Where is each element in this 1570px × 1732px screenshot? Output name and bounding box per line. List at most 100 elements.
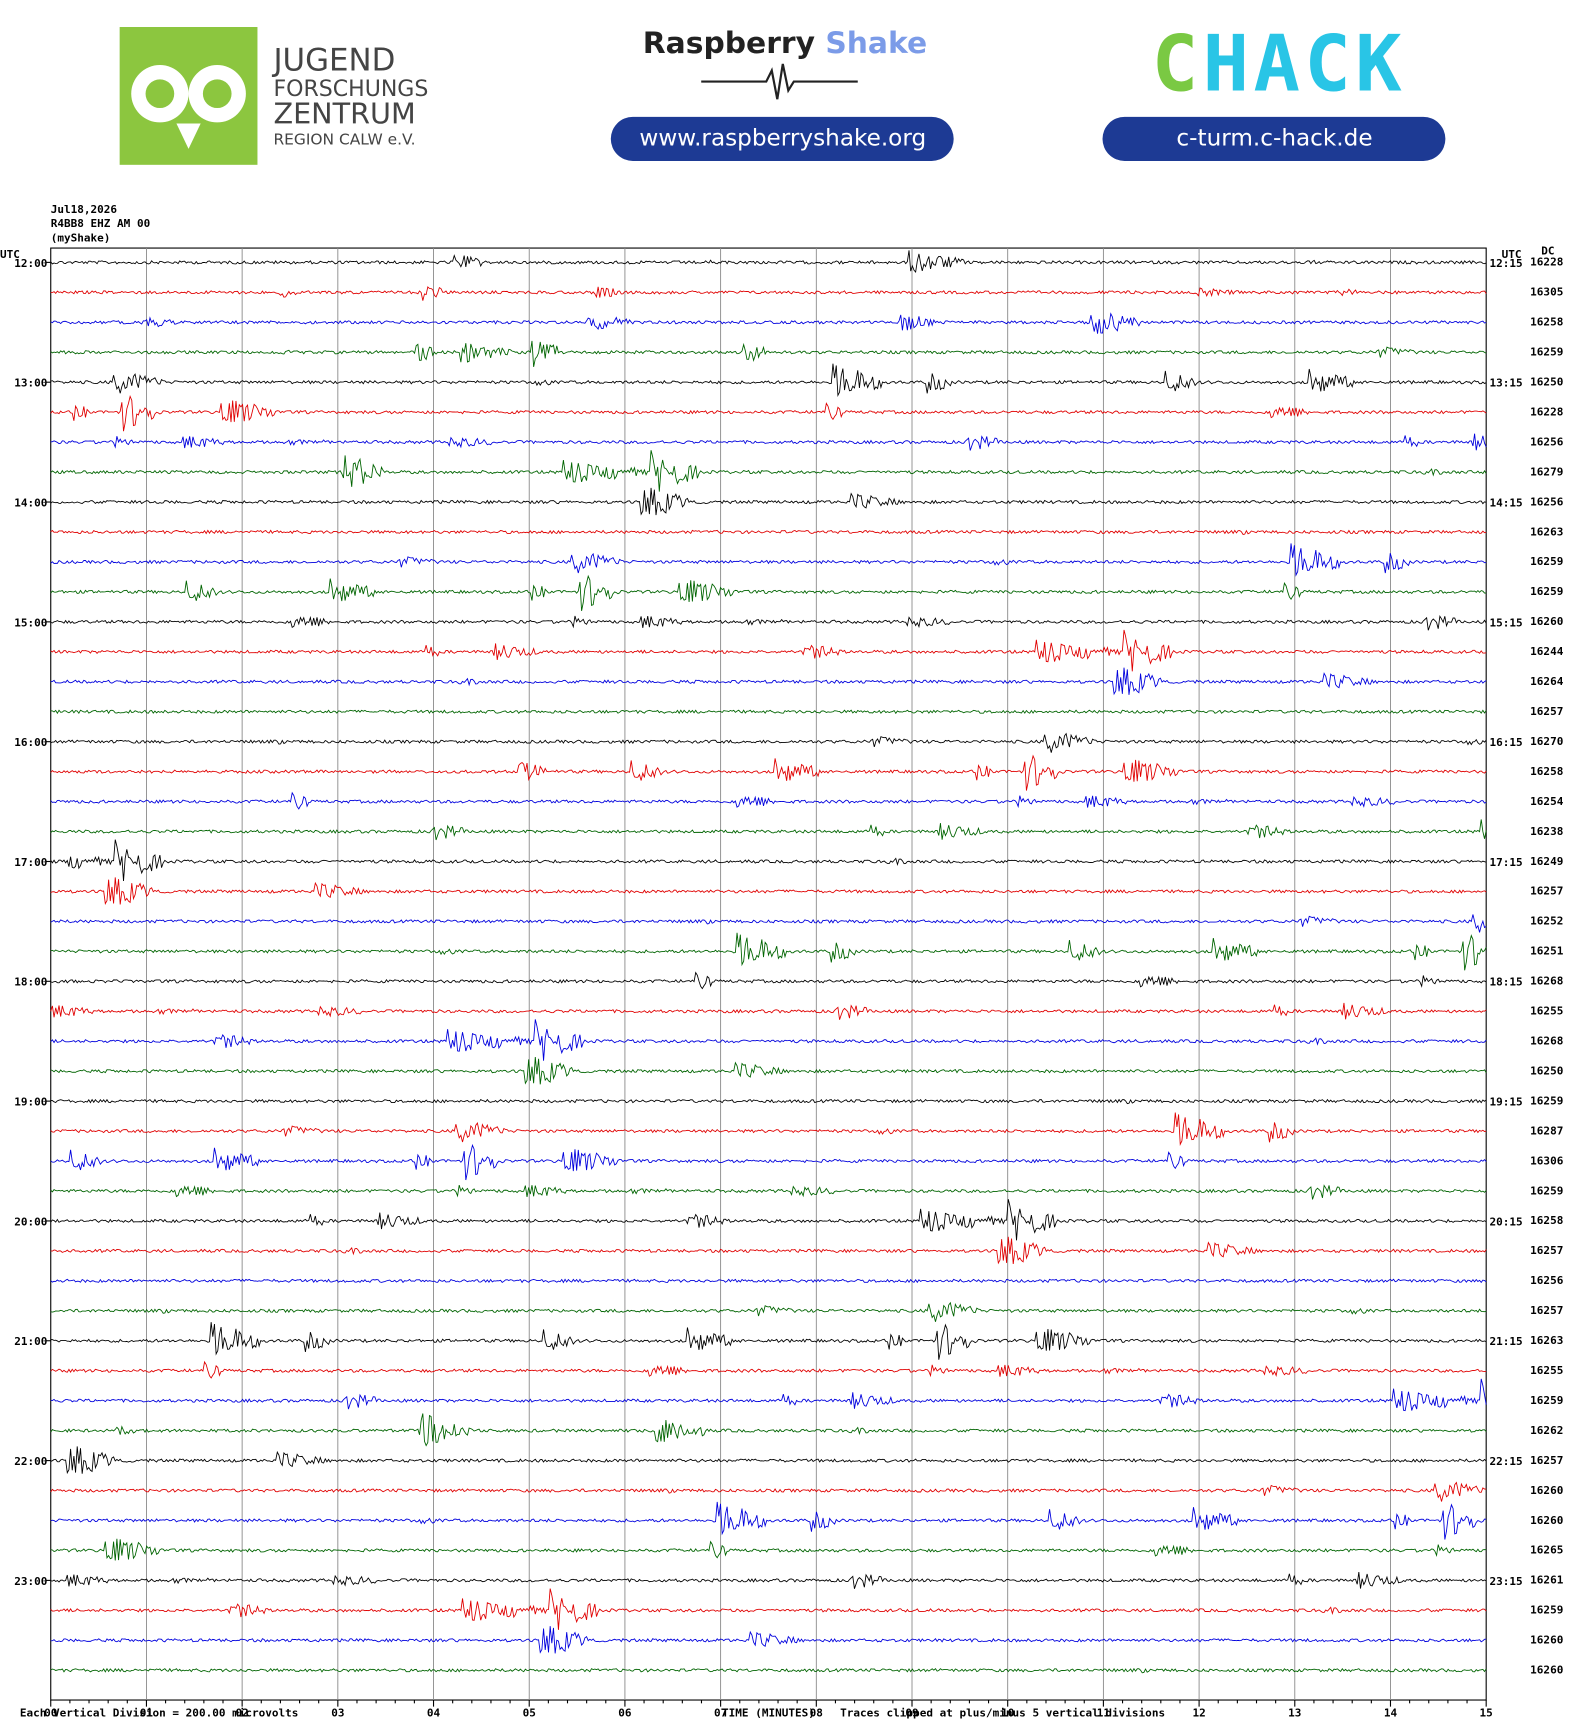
jfz-logo: JUGEND FORSCHUNGS ZENTRUM REGION CALW e.… [119, 27, 428, 165]
dc-value: 16270 [1530, 735, 1563, 748]
dc-value: 16249 [1530, 855, 1563, 868]
left-hour-label: 16:00 [14, 736, 47, 749]
seismic-trace [50, 1481, 1487, 1502]
dc-value: 16258 [1530, 765, 1563, 778]
x-tick-label: 06 [618, 1707, 632, 1720]
dc-value: 16265 [1530, 1544, 1563, 1557]
dc-value: 16259 [1530, 1184, 1563, 1197]
dc-value: 16250 [1530, 1064, 1563, 1077]
right-hour-label: 20:15 [1489, 1215, 1522, 1228]
logo-text: REGION CALW e.V. [273, 130, 415, 148]
logo-text: JUGEND [271, 43, 395, 79]
right-hour-label: 17:15 [1489, 856, 1522, 869]
seismic-trace [50, 914, 1487, 933]
x-axis-label: TIME (MINUTES) [722, 1707, 815, 1720]
x-tick-label: 12 [1192, 1707, 1205, 1720]
seismic-trace [50, 1236, 1487, 1265]
right-hour-label: 23:15 [1489, 1575, 1522, 1588]
dc-value: 16260 [1530, 1514, 1563, 1527]
chack-hack: HACK [1203, 19, 1406, 109]
logo-text: ZENTRUM [273, 96, 415, 130]
right-hour-label: 12:15 [1489, 257, 1522, 270]
dc-value: 16244 [1530, 645, 1564, 658]
right-hour-label: 13:15 [1489, 377, 1522, 390]
dc-value: 16255 [1530, 1005, 1563, 1018]
left-hour-label: 12:00 [14, 257, 47, 270]
dc-value: 16305 [1530, 286, 1563, 299]
dc-value: 16252 [1530, 915, 1563, 928]
dc-value: 16260 [1530, 615, 1563, 628]
x-tick-label: 13 [1288, 1707, 1301, 1720]
x-tick-label: 00 [44, 1707, 57, 1720]
seismic-trace [50, 487, 1487, 516]
dc-value: 16257 [1530, 705, 1563, 718]
station-line: Jul18,2026 [51, 203, 118, 216]
seismic-trace [50, 1446, 1487, 1475]
dc-value: 16263 [1530, 525, 1563, 538]
station-line: (myShake) [51, 231, 111, 244]
right-hour-label: 14:15 [1489, 496, 1522, 509]
dc-value: 16264 [1530, 675, 1564, 688]
seismic-trace [50, 1667, 1487, 1674]
dc-value: 16260 [1530, 1664, 1563, 1677]
left-hour-label: 20:00 [14, 1215, 47, 1228]
dc-value: 16258 [1530, 316, 1563, 329]
seismic-trace [50, 340, 1487, 367]
seismic-trace [50, 1098, 1487, 1105]
seismic-trace [50, 629, 1487, 672]
seismic-trace [50, 932, 1487, 971]
logo-text: FORSCHUNGS [273, 77, 428, 102]
rs-logo: Raspberry Shake www.raspberryshake.org [610, 26, 954, 161]
dc-value: 16257 [1530, 1304, 1563, 1317]
dc-label: DC [1541, 245, 1554, 258]
x-tick-label: 04 [427, 1707, 441, 1720]
seismic-trace [50, 363, 1487, 398]
seismic-trace [50, 433, 1487, 451]
seismic-trace [50, 395, 1487, 432]
seismic-trace [50, 1378, 1487, 1412]
seismic-trace [50, 1002, 1487, 1020]
dc-value: 16261 [1530, 1574, 1564, 1587]
seismic-trace [50, 667, 1487, 696]
dc-value: 16255 [1530, 1364, 1563, 1377]
chack-c: C [1152, 19, 1203, 109]
chack-url: c-turm.c-hack.de [1176, 126, 1372, 152]
chack-title: CHACK [1152, 19, 1406, 109]
seismic-trace [50, 877, 1487, 905]
rs-title-a: Raspberry [643, 26, 815, 61]
left-hour-label: 15:00 [14, 616, 47, 629]
seismic-trace [50, 250, 1487, 273]
left-hour-label: 14:00 [14, 496, 47, 509]
x-tick-label: 09 [905, 1707, 918, 1720]
seismic-trace [50, 286, 1487, 301]
seismic-trace [50, 1538, 1487, 1561]
left-hour-label: 17:00 [14, 856, 47, 869]
left-hour-label: 19:00 [14, 1096, 47, 1109]
seismic-trace [50, 1360, 1487, 1379]
dc-value: 16263 [1530, 1334, 1563, 1347]
seismic-trace [50, 450, 1487, 492]
dc-value: 16268 [1530, 975, 1563, 988]
seismic-trace [50, 709, 1487, 715]
x-tick-label: 01 [140, 1707, 154, 1720]
seismic-trace [50, 791, 1487, 810]
dc-value: 16258 [1530, 1214, 1563, 1227]
right-hour-label: 15:15 [1489, 616, 1522, 629]
rs-title: Raspberry Shake [643, 26, 927, 61]
dc-value: 16256 [1530, 495, 1564, 508]
x-tick-label: 15 [1480, 1707, 1493, 1720]
dc-value: 16259 [1530, 1394, 1563, 1407]
left-hour-label: 13:00 [14, 377, 47, 390]
dc-value: 16259 [1530, 1604, 1563, 1617]
right-unit: UTC [1502, 248, 1522, 261]
left-hour-label: 21:00 [14, 1335, 47, 1348]
footer-clip: Traces clipped at plus/minus 5 vertical … [840, 1707, 1165, 1720]
dc-value: 16260 [1530, 1484, 1563, 1497]
seismic-trace [50, 574, 1487, 611]
seismic-trace [50, 529, 1487, 535]
x-tick-label: 02 [236, 1707, 249, 1720]
left-hour-label: 22:00 [14, 1455, 47, 1468]
right-hour-label: 21:15 [1489, 1335, 1522, 1348]
